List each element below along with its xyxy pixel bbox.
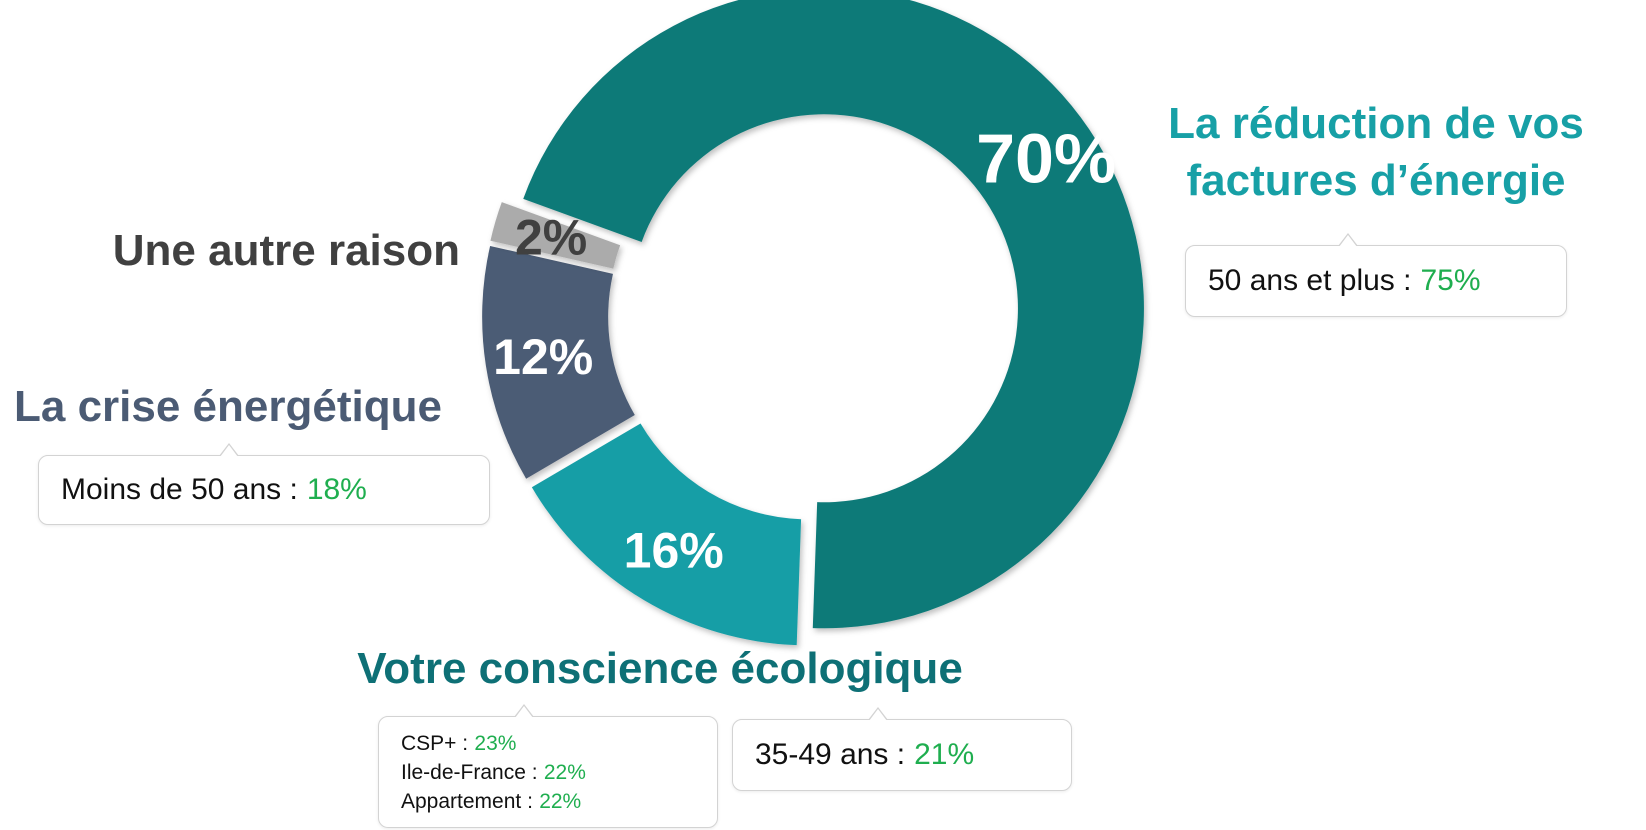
note-line: 50 ans et plus :75%	[1208, 262, 1544, 300]
note-line: Appartement :22%	[401, 787, 695, 816]
note-box: 35-49 ans :21%	[732, 707, 1072, 791]
note-value: 23%	[474, 731, 517, 755]
donut-segment	[523, 0, 1144, 629]
note-box: Moins de 50 ans :18%	[38, 443, 490, 525]
note-value: 21%	[914, 738, 975, 771]
category-label: La réduction de vos factures d’énergie	[1168, 99, 1584, 205]
note-text: 50 ans et plus :	[1208, 264, 1412, 297]
note-box: CSP+ :23% Ile-de-France :22% Appartement :…	[378, 704, 718, 828]
category-label: Une autre raison	[112, 226, 460, 275]
note-value: 18%	[306, 473, 367, 506]
value-label: 12%	[493, 329, 593, 385]
note-text: Ile-de-France :	[401, 760, 538, 784]
donut-segment	[482, 245, 635, 479]
value-label: 2%	[515, 210, 587, 266]
note-line: 35-49 ans :21%	[755, 736, 1049, 774]
category-label: Votre conscience écologique	[357, 644, 963, 693]
donut-segment	[531, 423, 802, 646]
note-text: Moins de 50 ans :	[61, 473, 298, 506]
category-label: La crise énergétique	[14, 382, 442, 431]
note-value: 22%	[539, 789, 582, 813]
value-label: 70%	[976, 119, 1116, 197]
note-line: Moins de 50 ans :18%	[61, 471, 467, 509]
note-text: CSP+ :	[401, 731, 469, 755]
note-value: 75%	[1420, 264, 1481, 297]
note-box: 50 ans et plus :75%	[1185, 233, 1567, 317]
note-value: 22%	[543, 760, 586, 784]
donut-segment	[490, 202, 621, 269]
note-text: 35-49 ans :	[755, 738, 906, 771]
note-line: Ile-de-France :22%	[401, 758, 695, 787]
value-label: 16%	[624, 522, 724, 578]
note-line: CSP+ :23%	[401, 729, 695, 758]
note-text: Appartement :	[401, 789, 533, 813]
